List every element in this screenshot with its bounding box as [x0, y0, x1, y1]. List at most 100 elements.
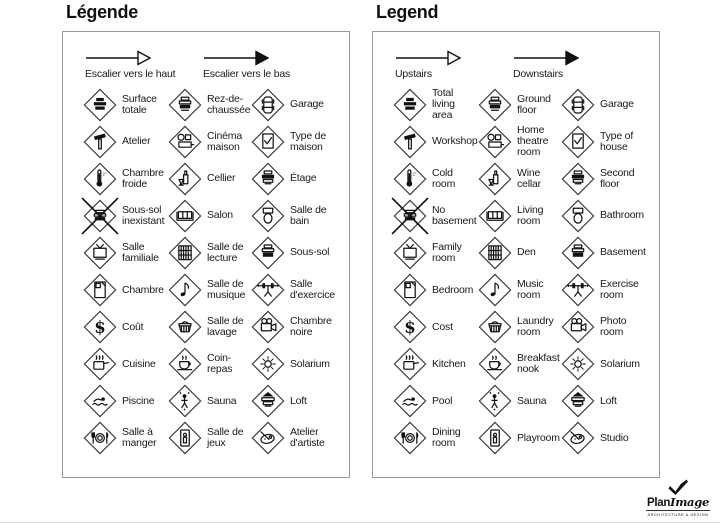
- legend-item: Den: [478, 236, 561, 270]
- planimage-logo-text: PlanImage: [646, 496, 710, 509]
- legend-item: Salle de lavage: [168, 310, 251, 344]
- basement-stack-icon: [561, 236, 595, 270]
- legend-item: Atelier: [83, 125, 168, 159]
- legend-item: Music room: [478, 273, 561, 307]
- downstairs-arrow-label: Downstairs: [513, 68, 563, 80]
- legend-item: Loft: [561, 384, 657, 418]
- legend-item-label: Laundry room: [517, 315, 554, 339]
- sun-icon: [561, 347, 595, 381]
- legend-item-label: Atelier d'artiste: [290, 426, 325, 450]
- svg-text:$: $: [404, 317, 416, 337]
- upstairs-arrow-icon: [86, 50, 151, 66]
- legend-item-label: Pool: [432, 394, 453, 407]
- legend-item: Bedroom: [393, 273, 478, 307]
- upstairs-arrow-group: Upstairs: [395, 50, 461, 80]
- legend-item: Playroom: [478, 421, 561, 455]
- legend-item-label: Solarium: [600, 357, 640, 370]
- camera-icon: [251, 310, 285, 344]
- car-icon: [251, 88, 285, 121]
- legend-item: Salle de musique: [168, 273, 251, 307]
- car-icon: [561, 88, 595, 121]
- svg-text:2°: 2°: [102, 171, 106, 176]
- bed-icon: [83, 273, 117, 307]
- legend-item-label: Wine cellar: [517, 166, 541, 190]
- sauna-person-icon: [478, 384, 512, 418]
- checklist-icon: [251, 125, 285, 159]
- legend-item: Breakfast nook: [478, 347, 561, 381]
- hammer-icon: [393, 125, 427, 159]
- svg-text:$: $: [94, 317, 106, 337]
- wine-bottle-icon: [478, 162, 512, 196]
- legend-item: Salle de jeux: [168, 421, 251, 455]
- logo-tagline: ARCHITECTURE & DESIGN: [646, 510, 710, 517]
- dollar-icon: $: [393, 310, 427, 344]
- toilet-icon: [251, 199, 285, 233]
- total-area-stack-icon: [393, 88, 427, 121]
- legend-item: Étage: [251, 162, 347, 196]
- loft-stack-icon: [561, 384, 595, 418]
- coffee-cup-icon: [168, 347, 202, 381]
- legend-item-label: Cuisine: [122, 357, 156, 370]
- legend-item: Pool: [393, 384, 478, 418]
- legend-item-label: Cellier: [207, 172, 236, 185]
- ground-floor-stack-icon: [168, 88, 202, 121]
- no-basement-icon: [81, 197, 119, 235]
- legend-item-label: Photo room: [600, 315, 627, 339]
- legend-item-label: Surface totale: [122, 92, 157, 116]
- legend-item: Type de maison: [251, 125, 347, 159]
- legend-item-label: Chambre: [122, 283, 164, 296]
- legend-item: Sauna: [168, 384, 251, 418]
- legend-item-label: Family room: [432, 240, 462, 264]
- legend-item-label: No basement: [432, 203, 477, 227]
- legend-item: Salle d'exercice: [251, 273, 347, 307]
- legend-item: Type of house: [561, 125, 657, 159]
- legend-item-label: Exercise room: [600, 278, 639, 302]
- plate-cutlery-icon: [393, 421, 427, 455]
- legend-item-label: Chambre noire: [290, 315, 332, 339]
- legend-item: Cuisine: [83, 347, 168, 381]
- legend-item-label: Salle de bain: [290, 203, 327, 227]
- legend-item-label: Coût: [122, 320, 144, 333]
- wine-bottle-icon: [168, 162, 202, 196]
- basement-stack-icon: [251, 236, 285, 270]
- logo-name-italic: Image: [670, 495, 709, 509]
- legend-item-label: Total living area: [432, 87, 455, 122]
- camera-icon: [561, 310, 595, 344]
- legend-item-label: Salle de jeux: [207, 426, 244, 450]
- music-note-icon: [168, 273, 202, 307]
- bookshelf-icon: [478, 236, 512, 270]
- second-floor-stack-icon: [251, 162, 285, 196]
- legend-item: Living room: [478, 199, 561, 233]
- bookshelf-icon: [168, 236, 202, 270]
- projector-icon: [168, 125, 202, 159]
- thermometer-icon: 2°: [393, 162, 427, 196]
- dollar-icon: $: [83, 310, 117, 344]
- legend-item-label: Kitchen: [432, 357, 466, 370]
- legend-grid-french: Surface totale Rez-de- chaussée Garage Atel…: [81, 86, 347, 457]
- legend-item: Loft: [251, 384, 347, 418]
- projector-icon: [478, 125, 512, 159]
- palette-icon: [251, 421, 285, 455]
- legend-item-label: Cost: [432, 320, 453, 333]
- legend-item-label: Garage: [290, 98, 324, 111]
- barbell-icon: [251, 273, 285, 307]
- legend-item-label: Salle familiale: [122, 240, 159, 264]
- checklist-icon: [561, 125, 595, 159]
- upstairs-arrow-group: Escalier vers le haut: [85, 50, 176, 80]
- legend-item-label: Sous-sol: [290, 246, 330, 259]
- legend-item-label: Type of house: [600, 129, 634, 153]
- legend-title-english: Legend: [376, 2, 439, 22]
- legend-title-french: Légende: [66, 2, 138, 22]
- legend-item: Dining room: [393, 421, 478, 455]
- second-floor-stack-icon: [561, 162, 595, 196]
- legend-item-label: Second floor: [600, 166, 635, 190]
- legend-item-label: Sauna: [517, 394, 547, 407]
- legend-item: Salle familiale: [83, 236, 168, 270]
- legend-item-label: Salle d'exercice: [290, 278, 335, 302]
- music-note-icon: [478, 273, 512, 307]
- legend-item-label: Basement: [600, 246, 646, 259]
- tv-icon: [83, 236, 117, 270]
- legend-item: Basement: [561, 236, 657, 270]
- legend-item-label: Salle de lecture: [207, 240, 244, 264]
- legend-item-label: Bathroom: [600, 209, 644, 222]
